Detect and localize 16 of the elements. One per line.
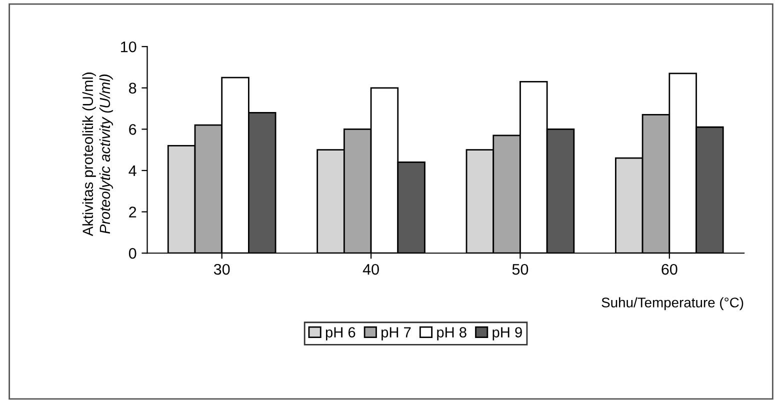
y-tick-label: 0 (128, 248, 136, 259)
x-tick-label: 50 (512, 264, 528, 275)
y-tick-label: 2 (129, 206, 136, 218)
legend-label: pH 8 (437, 327, 466, 340)
x-tick-label: 30 (214, 264, 230, 275)
y-tick-label: 8 (129, 82, 136, 94)
legend-label: pH 6 (326, 327, 356, 340)
legend-label: pH 7 (382, 327, 411, 340)
legend-label: pH 9 (492, 327, 522, 340)
x-tick-label: 60 (662, 264, 678, 275)
y-tick-label: 10 (121, 41, 136, 52)
y-axis-title: Aktivitas proteolitik (U/ml) Proteolytic activity (U/ml) (82, 72, 113, 236)
y-tick-label: 4 (128, 166, 136, 176)
x-axis-title: Suhu/Temperature (°C) (602, 297, 744, 310)
y-tick-label: 6 (129, 124, 136, 135)
x-tick-label: 40 (362, 264, 379, 275)
